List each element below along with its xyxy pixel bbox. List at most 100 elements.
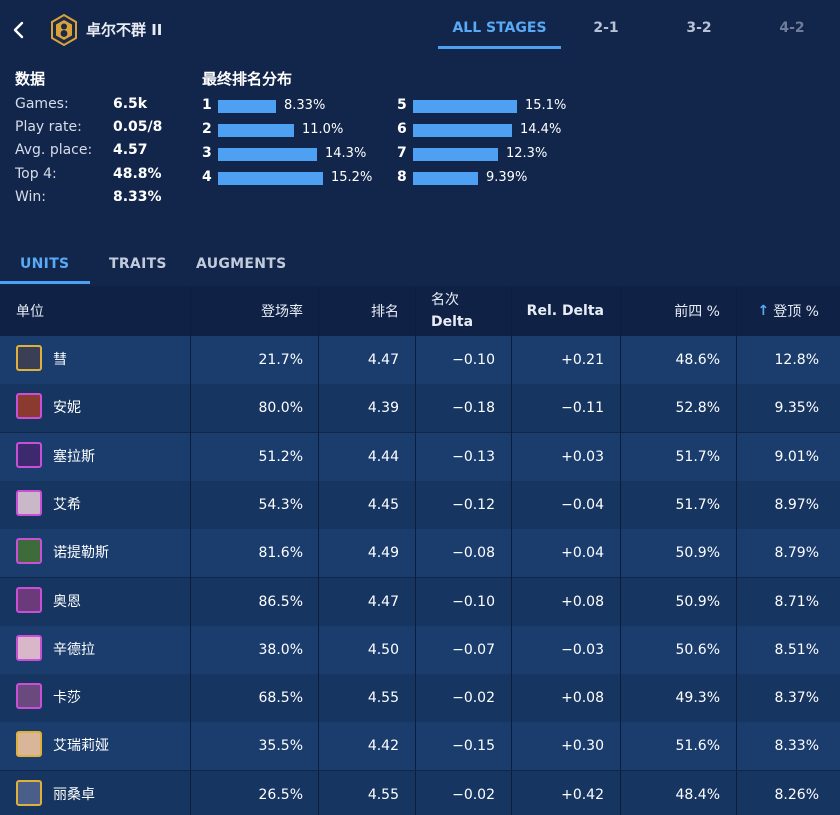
col-header-place[interactable]: 排名 [371, 304, 399, 320]
header: 卓尔不群 II ALL STAGES 2-1 3-2 4-2 [0, 0, 840, 60]
table-row[interactable]: 彗 21.7% 4.47 −0.10 +0.21 48.6% 12.8% [0, 336, 840, 384]
back-button[interactable] [8, 16, 32, 44]
stats-title: 数据 [15, 70, 46, 88]
distribution-bar [218, 124, 294, 137]
distribution-bar [413, 148, 498, 161]
table-row[interactable]: 塞拉斯 51.2% 4.44 −0.13 +0.03 51.7% 9.01% [0, 432, 840, 481]
unit-name: 辛德拉 [53, 641, 95, 658]
tab-stage-2-1[interactable]: 2-1 [593, 20, 619, 36]
table-row[interactable]: 诺提勒斯 81.6% 4.49 −0.08 +0.04 50.9% 8.79% [0, 529, 840, 578]
cell-win: 8.26% [774, 786, 819, 803]
tab-augments[interactable]: AUGMENTS [196, 256, 287, 272]
distribution-bar [413, 100, 517, 113]
cell-win: 8.71% [774, 593, 819, 610]
col-header-top4[interactable]: 前四 % [674, 304, 720, 320]
column-divider [620, 286, 621, 815]
tab-traits[interactable]: TRAITS [109, 256, 167, 272]
trait-emblem-icon [50, 13, 78, 47]
col-header-place-delta-line1: 名次 [431, 292, 459, 308]
champion-portrait-icon [16, 538, 42, 565]
table-row[interactable]: 艾希 54.3% 4.45 −0.12 −0.04 51.7% 8.97% [0, 480, 840, 529]
champion-portrait-icon [16, 683, 42, 710]
cell-rel-delta: −0.11 [561, 400, 604, 417]
unit-name: 艾希 [53, 496, 81, 513]
distribution-pct: 12.3% [506, 146, 548, 161]
cell-play-rate: 35.5% [258, 738, 303, 755]
tab-all-stages[interactable]: ALL STAGES [452, 20, 547, 36]
cell-rel-delta: +0.30 [561, 738, 604, 755]
champion-portrait-icon [16, 586, 42, 613]
table-row[interactable]: 卡莎 68.5% 4.55 −0.02 +0.08 49.3% 8.37% [0, 674, 840, 723]
cell-place-delta: −0.02 [452, 690, 495, 707]
placement-distribution-title: 最终排名分布 [202, 70, 293, 88]
champion-portrait-icon [16, 393, 42, 420]
unit-name: 诺提勒斯 [53, 545, 109, 562]
stat-avg-place-label: Avg. place: [15, 142, 93, 158]
table-row[interactable]: 辛德拉 38.0% 4.50 −0.07 −0.03 50.6% 8.51% [0, 625, 840, 674]
unit-name: 彗 [53, 352, 67, 368]
stat-avg-place-value: 4.57 [113, 142, 148, 158]
col-header-rel-delta[interactable]: Rel. Delta [526, 303, 604, 319]
cell-place: 4.50 [367, 641, 399, 658]
cell-play-rate: 81.6% [258, 545, 303, 562]
column-divider [736, 286, 737, 815]
cell-place-delta: −0.02 [452, 786, 495, 803]
distribution-bar [413, 124, 512, 137]
cell-top4: 48.4% [675, 786, 720, 803]
cell-place: 4.47 [367, 352, 399, 368]
cell-rel-delta: +0.08 [561, 690, 604, 707]
distribution-bar [413, 172, 478, 185]
cell-rel-delta: +0.08 [561, 593, 604, 610]
cell-place: 4.55 [367, 690, 399, 707]
tab-units[interactable]: UNITS [20, 256, 70, 272]
champion-portrait-icon [16, 634, 42, 661]
column-divider [318, 286, 319, 815]
cell-play-rate: 86.5% [258, 593, 303, 610]
distribution-pct: 14.3% [325, 146, 367, 161]
cell-win: 8.97% [774, 496, 819, 513]
distribution-pct: 8.33% [284, 98, 326, 113]
cell-place: 4.39 [367, 400, 399, 417]
distribution-bar [218, 148, 317, 161]
cell-place: 4.44 [367, 448, 399, 465]
cell-rel-delta: −0.04 [561, 496, 604, 513]
tab-stage-3-2[interactable]: 3-2 [686, 20, 712, 36]
table-row[interactable]: 艾瑞莉娅 35.5% 4.42 −0.15 +0.30 51.6% 8.33% [0, 722, 840, 771]
table-row[interactable]: 奥恩 86.5% 4.47 −0.10 +0.08 50.9% 8.71% [0, 577, 840, 626]
cell-place-delta: −0.12 [452, 496, 495, 513]
cell-place-delta: −0.08 [452, 545, 495, 562]
cell-play-rate: 80.0% [258, 400, 303, 417]
col-header-play-rate[interactable]: 登场率 [261, 304, 303, 320]
distribution-rank-label: 6 [397, 121, 407, 137]
col-header-place-delta[interactable]: 名次 Delta [431, 286, 509, 336]
table-row[interactable]: 安妮 80.0% 4.39 −0.18 −0.11 52.8% 9.35% [0, 384, 840, 433]
distribution-pct: 9.39% [486, 170, 528, 185]
tab-stage-4-2[interactable]: 4-2 [779, 20, 805, 36]
cell-play-rate: 21.7% [258, 352, 303, 368]
champion-portrait-icon [16, 345, 42, 371]
distribution-rank-label: 7 [397, 145, 407, 161]
unit-name: 塞拉斯 [53, 448, 95, 465]
stat-top4-value: 48.8% [113, 166, 162, 182]
cell-place-delta: −0.10 [452, 352, 495, 368]
champion-portrait-icon [16, 731, 42, 758]
unit-name: 卡莎 [53, 690, 81, 707]
stage-tab-indicator [438, 46, 561, 49]
distribution-bar [218, 100, 276, 113]
distribution-rank-label: 1 [202, 97, 212, 113]
stat-play-rate-value: 0.05/8 [113, 119, 163, 135]
stat-games-label: Games: [15, 96, 69, 112]
champion-portrait-icon [16, 441, 42, 468]
trait-title: 卓尔不群 II [86, 21, 163, 39]
col-header-place-delta-line2: Delta [431, 314, 474, 330]
stat-play-rate-label: Play rate: [15, 119, 82, 135]
table-row[interactable]: 丽桑卓 26.5% 4.55 −0.02 +0.42 48.4% 8.26% [0, 770, 840, 815]
cell-top4: 50.9% [675, 593, 720, 610]
cell-rel-delta: +0.04 [561, 545, 604, 562]
table-header: 单位 登场率 排名 名次 Delta Rel. Delta 前四 % ↑ 登顶 … [0, 286, 840, 336]
cell-place: 4.45 [367, 496, 399, 513]
col-header-win[interactable]: ↑ 登顶 % [736, 286, 820, 336]
cell-rel-delta: −0.03 [561, 641, 604, 658]
col-header-unit[interactable]: 单位 [16, 304, 44, 320]
